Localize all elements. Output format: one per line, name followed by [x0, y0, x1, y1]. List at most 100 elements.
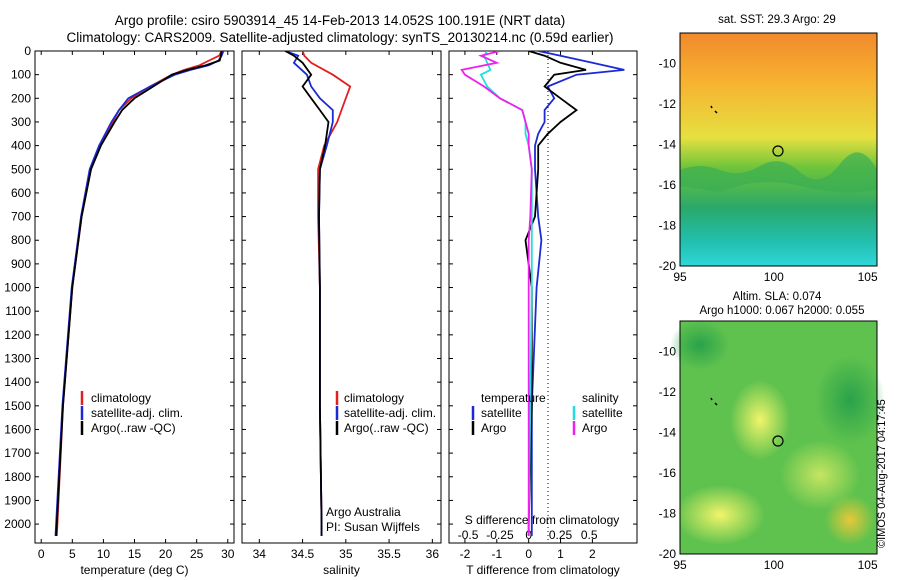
salinity-plot-frame [241, 50, 442, 544]
map-x-tick-label: 95 [673, 558, 687, 572]
map-y-tick-label: -16 [659, 178, 677, 192]
y-tick-label: 200 [11, 91, 31, 105]
x-tick-label: 15 [128, 547, 142, 561]
x-axis-label: salinity [323, 563, 360, 577]
x-tick-label: 0 [38, 547, 45, 561]
x-tick-label: -1 [491, 547, 502, 561]
sla-high-anomaly [780, 440, 860, 510]
salinity-legend: climatology satellite-adj. clim. Argo(..… [326, 391, 436, 534]
y-tick-label: 1900 [4, 493, 31, 507]
imos-credit: ©IMOS 04-Aug-2017 04:17:45 [876, 399, 888, 548]
series-line-satellite-adj-clim [284, 51, 334, 536]
x-tick-label: 36 [426, 547, 440, 561]
pi-note: PI: Susan Wijffels [326, 520, 420, 534]
secondary-tick-label: -0.25 [486, 528, 514, 542]
legend-label-t-argo: Argo [481, 421, 507, 435]
y-tick-label: 700 [11, 210, 31, 224]
y-tick-label: 100 [11, 68, 31, 82]
argo-location-marker [772, 435, 784, 447]
coastline-dots [710, 397, 718, 406]
map-y-tick-label: -12 [659, 385, 677, 399]
x-tick-label: 1 [557, 547, 564, 561]
y-tick-label: 900 [11, 257, 31, 271]
legend-header-temperature: temperature [481, 391, 546, 405]
x-tick-label: 30 [221, 547, 235, 561]
y-tick-label: 400 [11, 139, 31, 153]
map-y-tick-label: -20 [659, 259, 677, 273]
y-tick-label: 800 [11, 233, 31, 247]
sst-map [679, 32, 878, 267]
sst-map-field [680, 33, 877, 266]
temperature-plot-frame [34, 50, 235, 544]
sla-map-subtitle: Argo h1000: 0.067 h2000: 0.055 [699, 305, 865, 317]
sla-low-anomaly [670, 320, 730, 370]
series-line-climatology [301, 51, 352, 536]
x-tick-label: 35.5 [377, 547, 401, 561]
x-axis-label: temperature (deg C) [80, 563, 188, 577]
map-y-tick-label: -18 [659, 506, 677, 520]
map-y-tick-label: -18 [659, 218, 677, 232]
difference-plot-frame [448, 50, 638, 544]
y-tick-label: 2000 [4, 517, 31, 531]
secondary-axis-label: S difference from climatology [465, 513, 620, 527]
x-tick-label: 5 [69, 547, 76, 561]
map-x-tick-label: 100 [764, 270, 784, 284]
x-tick-label: 10 [97, 547, 111, 561]
legend-label-climatology: climatology [91, 391, 151, 405]
sla-map-frame [679, 320, 878, 555]
legend-header-salinity: salinity [582, 391, 619, 405]
map-y-tick-label: -10 [659, 56, 677, 70]
x-tick-label: -2 [460, 547, 471, 561]
x-tick-label: 25 [190, 547, 204, 561]
y-tick-label: 1200 [4, 328, 31, 342]
y-tick-label: 1700 [4, 446, 31, 460]
argo-location-marker [772, 145, 784, 157]
map-y-tick-label: -14 [659, 425, 677, 439]
sst-map-title: sat. SST: 29.3 Argo: 29 [718, 14, 836, 26]
sla-high-anomaly [825, 495, 875, 545]
y-tick-label: 600 [11, 186, 31, 200]
series-line-argo-raw-qc [55, 51, 223, 536]
sla-high-anomaly [730, 380, 790, 460]
map-x-tick-label: 100 [764, 558, 784, 572]
secondary-tick-label: -0.5 [458, 528, 479, 542]
legend-label-t-satellite: satellite [481, 406, 522, 420]
map-y-tick-label: -16 [659, 466, 677, 480]
y-tick-label: 500 [11, 162, 31, 176]
coastline-dots [710, 105, 718, 114]
sla-high-anomaly [675, 485, 765, 545]
y-tick-label: 0 [24, 44, 31, 58]
legend-label-satellite-adj: satellite-adj. clim. [344, 406, 436, 420]
temperature-legend: climatology satellite-adj. clim. Argo(..… [80, 391, 183, 435]
sla-map-title: Altim. SLA: 0.074 [732, 291, 822, 303]
legend-label-climatology: climatology [344, 391, 404, 405]
map-y-tick-label: -14 [659, 137, 677, 151]
figure-title-line-2: Climatology: CARS2009. Satellite-adjuste… [66, 30, 614, 45]
x-tick-label: 20 [159, 547, 173, 561]
argo-australia-note: Argo Australia [326, 505, 401, 519]
map-y-tick-label: -20 [659, 547, 677, 561]
difference-legend: temperature salinity satellite Argo sate… [471, 391, 623, 435]
x-tick-label: 34 [253, 547, 267, 561]
sla-low-anomaly [815, 355, 885, 445]
y-tick-label: 1500 [4, 399, 31, 413]
sst-front-band [680, 152, 877, 193]
x-tick-label: 0 [525, 547, 532, 561]
figure-title-line-1: Argo profile: csiro 5903914_45 14-Feb-20… [114, 13, 566, 28]
y-tick-label: 1800 [4, 470, 31, 484]
x-tick-label: 35 [339, 547, 353, 561]
x-axis-label: T difference from climatology [466, 563, 620, 577]
legend-label-argo: Argo(..raw -QC) [91, 421, 176, 435]
y-tick-label: 300 [11, 115, 31, 129]
legend-label-argo: Argo(..raw -QC) [344, 421, 429, 435]
series-line-satellite-adj-clim [54, 51, 225, 536]
map-x-tick-label: 105 [858, 558, 878, 572]
map-x-tick-label: 105 [858, 270, 878, 284]
y-tick-label: 1300 [4, 352, 31, 366]
series-line-argo-raw-qc [284, 51, 330, 536]
series-line-temperature-satellite [530, 51, 625, 536]
legend-label-s-satellite: satellite [582, 406, 623, 420]
series-line-salinity-argo [460, 51, 533, 536]
